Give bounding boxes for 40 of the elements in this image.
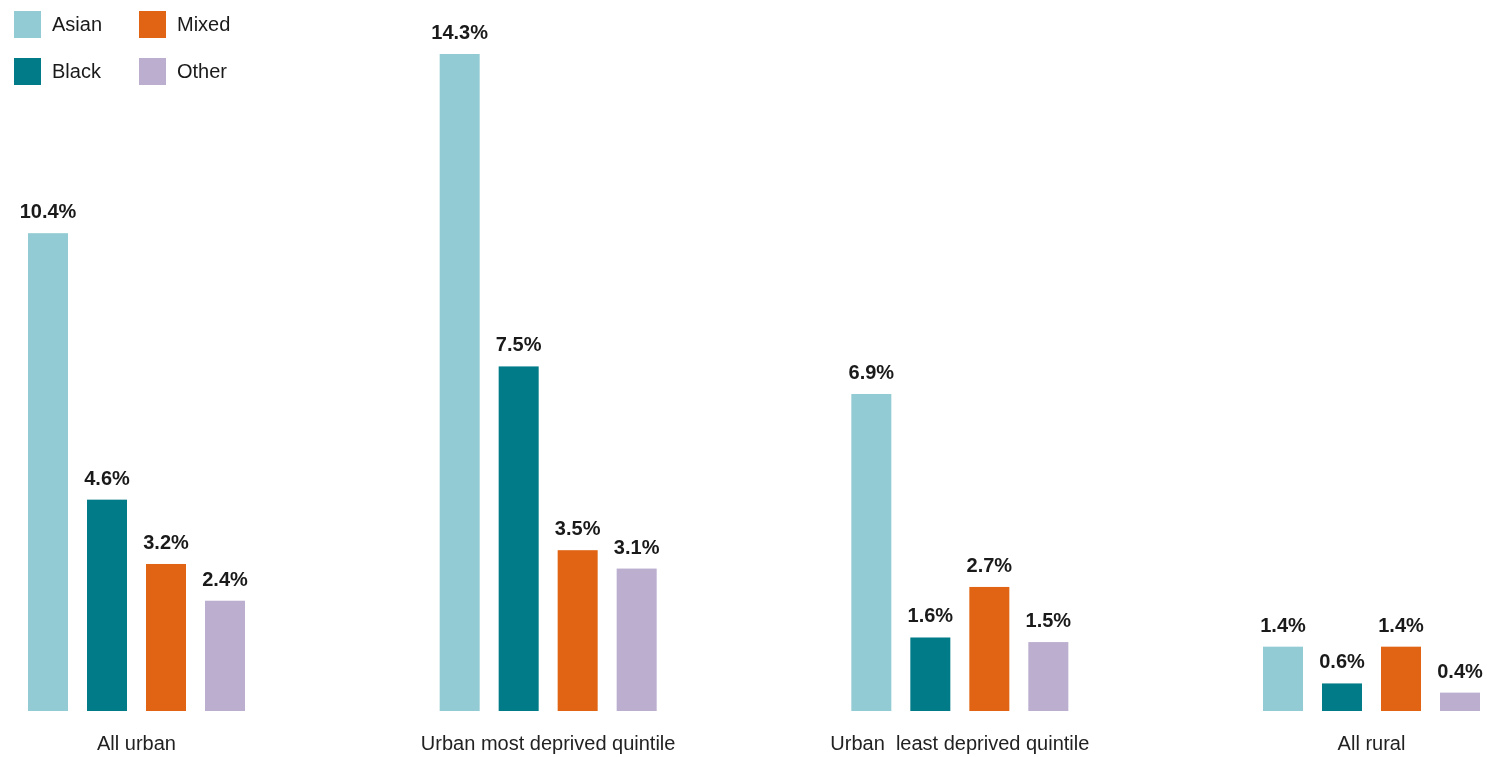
legend-label: Black — [52, 60, 102, 82]
x-tick-label: Urban least deprived quintile — [830, 732, 1090, 754]
bar — [1381, 646, 1421, 711]
data-label: 4.6% — [84, 466, 131, 489]
bar — [616, 568, 657, 711]
data-label: 1.4% — [1260, 613, 1307, 636]
data-label: 7.5% — [495, 333, 542, 356]
bar — [1028, 642, 1069, 711]
data-label: 10.4% — [19, 200, 77, 223]
bar — [87, 499, 127, 711]
data-label: 2.4% — [202, 567, 249, 590]
bar — [498, 366, 539, 711]
legend-label: Mixed — [177, 13, 231, 35]
data-label: 1.5% — [1025, 609, 1072, 632]
bar — [1322, 683, 1362, 711]
data-label: 3.5% — [554, 517, 601, 540]
bar — [146, 563, 186, 711]
bar — [969, 586, 1010, 711]
legend-label: Asian — [52, 13, 103, 35]
bar — [557, 550, 598, 711]
bar — [205, 600, 245, 711]
data-label: 1.4% — [1378, 613, 1425, 636]
bar — [1263, 646, 1303, 711]
bar — [1440, 692, 1480, 711]
bar — [910, 637, 951, 711]
data-label: 1.6% — [907, 604, 954, 627]
data-label: 3.2% — [143, 530, 190, 553]
data-label: 0.6% — [1319, 650, 1366, 673]
bar — [28, 233, 68, 711]
x-tick-label: Urban most deprived quintile — [420, 732, 676, 754]
bar — [439, 54, 480, 711]
data-label: 3.1% — [613, 535, 660, 558]
data-label: 2.7% — [966, 553, 1013, 576]
bar — [851, 393, 892, 711]
data-label: 14.3% — [431, 21, 489, 43]
data-label: 6.9% — [848, 360, 895, 383]
x-tick-label: All rural — [1337, 732, 1406, 754]
data-label: 0.4% — [1437, 659, 1484, 682]
legend-label: Other — [177, 60, 228, 82]
x-tick-label: All urban — [97, 732, 176, 754]
